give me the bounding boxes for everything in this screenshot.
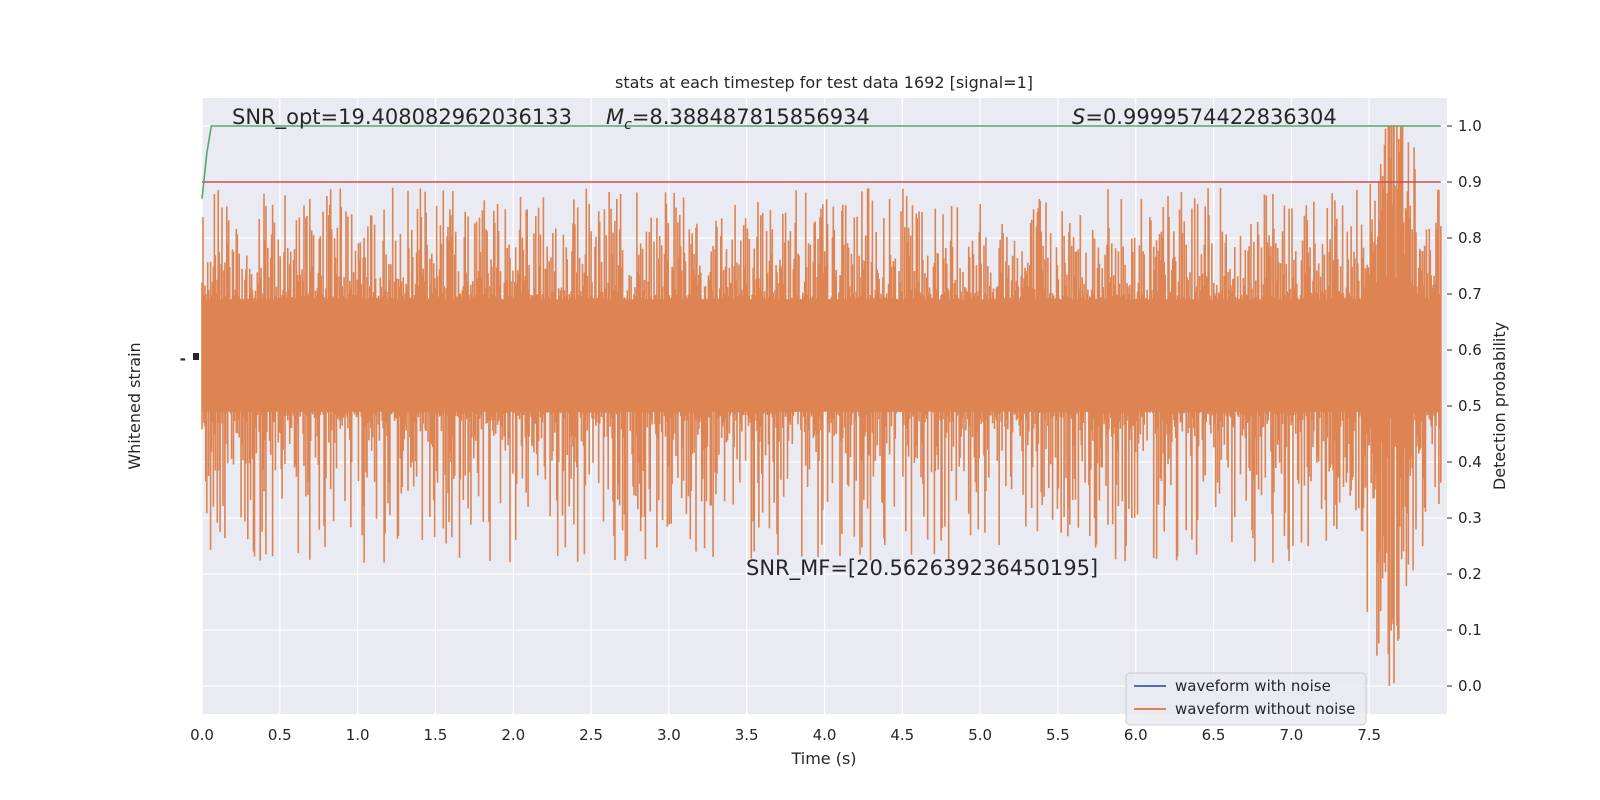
chirp-mass-value: =8.388487815856934 [632,105,870,129]
left-tick-mark [193,353,199,360]
y-tick-label: 0.2 [1458,565,1482,583]
right-axis-ticks: 0.0 0.1 0.2 0.3 0.4 0.5 0.6 0.7 0.8 0.9 1.0 [1447,117,1482,695]
x-tick-label: 7.5 [1357,726,1381,744]
y-tick-label: 0.5 [1458,397,1482,415]
left-axis-ticks: -  [180,350,199,368]
y-tick-label: 0.4 [1458,453,1482,471]
annotation-snr-mf: SNR_MF=[20.562639236450195] [746,556,1098,581]
y-tick-label: 0.1 [1458,621,1482,639]
x-tick-label: 0.5 [268,726,292,744]
x-tick-label: 4.0 [813,726,837,744]
x-tick-label: 1.0 [346,726,370,744]
x-tick-label: 1.5 [424,726,448,744]
y-tick-label: 0.0 [1458,677,1482,695]
x-tick-label: 0.0 [190,726,214,744]
x-axis-ticks: 0.0 0.5 1.0 1.5 2.0 2.5 3.0 3.5 4.0 4.5 5.0 5.5 6.0 6… [190,726,1381,744]
x-tick-label: 3.5 [735,726,759,744]
x-tick-label: 5.0 [968,726,992,744]
y-tick-label: 0.8 [1458,229,1482,247]
x-tick-label: 6.0 [1124,726,1148,744]
annotation-snr-opt: SNR_opt=19.408082962036133 [232,105,572,130]
legend-label-without-noise: waveform without noise [1175,700,1355,718]
x-tick-label: 5.5 [1046,726,1070,744]
x-tick-label: 6.5 [1202,726,1226,744]
y-tick-label: 1.0 [1458,117,1482,135]
x-axis-label: Time (s) [790,749,856,768]
y-tick-label: 0.3 [1458,509,1482,527]
x-tick-label: 2.5 [579,726,603,744]
chirp-mass-symbol: M [606,105,624,129]
waveform-without-noise-core [202,300,1441,412]
annotation-chirp-mass: Mc=8.388487815856934 [606,105,870,133]
right-axis-label: Detection probability [1490,322,1509,490]
x-tick-label: 2.0 [501,726,525,744]
x-tick-label: 4.5 [890,726,914,744]
left-tick-glyphs: -  [180,350,186,368]
y-tick-label: 0.6 [1458,341,1482,359]
legend: waveform with noise waveform without noi… [1126,673,1366,725]
x-tick-label: 3.0 [657,726,681,744]
left-axis-label: Whitened strain [125,342,144,469]
s-symbol: S [1072,105,1085,129]
s-value: =0.9999574422836304 [1085,105,1336,129]
chart-title: stats at each timestep for test data 169… [615,73,1033,92]
legend-label-with-noise: waveform with noise [1175,677,1331,695]
y-tick-label: 0.9 [1458,173,1482,191]
y-tick-label: 0.7 [1458,285,1482,303]
x-tick-label: 7.0 [1279,726,1303,744]
annotation-s: S=0.9999574422836304 [1072,105,1337,129]
